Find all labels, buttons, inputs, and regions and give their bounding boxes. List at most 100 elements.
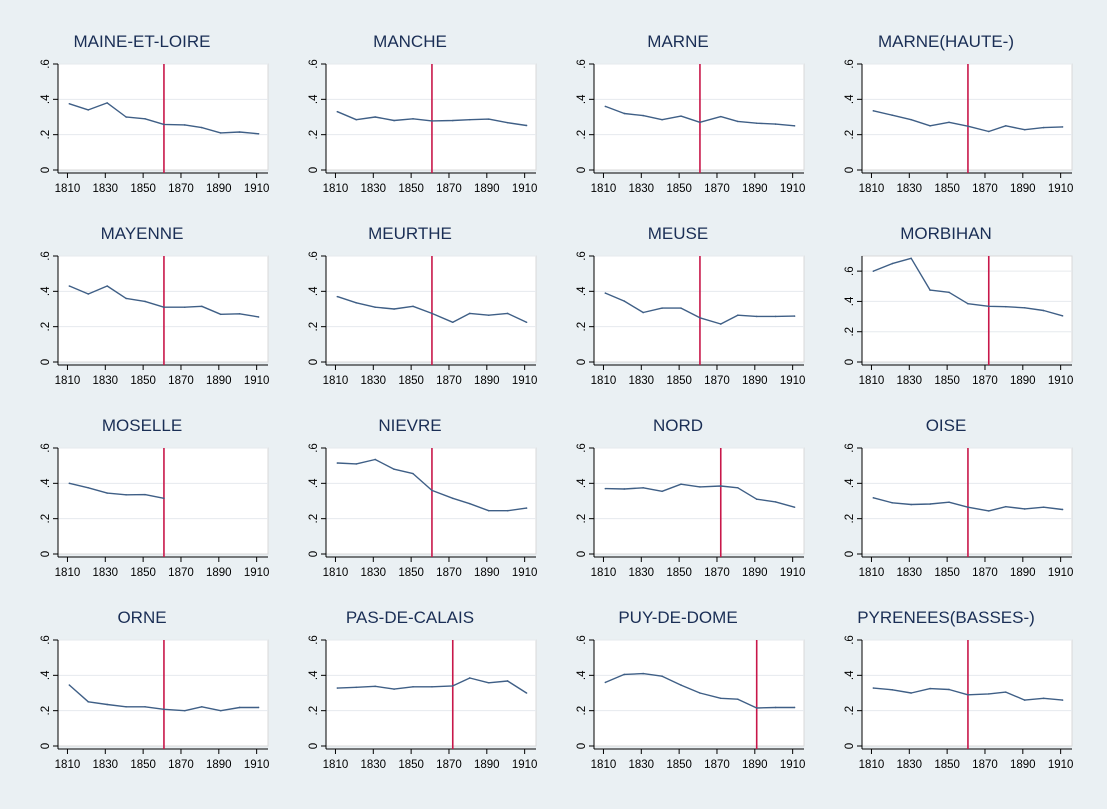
- data-point: [719, 697, 722, 700]
- x-tick-label: 1870: [704, 567, 730, 579]
- chart-svg: 0 .2 .4 .6 1810 1830 1850 1870 1890 1910: [576, 443, 805, 579]
- data-point: [412, 686, 414, 688]
- data-point: [374, 306, 376, 309]
- y-tick-label: 0: [844, 167, 856, 173]
- data-point: [774, 123, 777, 125]
- data-point: [1004, 505, 1007, 508]
- data-point: [125, 494, 127, 496]
- data-point: [699, 692, 701, 694]
- data-point: [948, 688, 950, 691]
- plot-area: [57, 639, 269, 747]
- data-point: [163, 708, 165, 711]
- data-point: [680, 115, 682, 117]
- data-point: [948, 501, 950, 504]
- x-tick-label: 1810: [591, 567, 617, 579]
- chart-title: MEURTHE: [368, 224, 452, 243]
- data-point: [200, 126, 203, 129]
- chart-svg: 0 .2 .4 .6 1810 1830 1850 1870 1890 1910: [576, 635, 805, 771]
- chart-panel: ORNE 0 .2 .4 .6 1810 1830 1850 1870 1890 1910: [8, 606, 276, 798]
- x-tick-label: 1810: [323, 375, 349, 387]
- data-point: [872, 270, 875, 272]
- y-tick-label: .4: [40, 286, 52, 296]
- x-tick-label: 1810: [55, 759, 81, 771]
- data-point: [125, 297, 127, 300]
- x-tick-label: 1830: [361, 375, 387, 387]
- plot-area: [57, 447, 269, 555]
- data-point: [431, 120, 433, 122]
- chart-svg: 0 .2 .4 .6 1810 1830 1850 1870 1890 1910: [40, 59, 269, 195]
- x-tick-label: 1890: [1010, 375, 1036, 387]
- data-point: [468, 118, 471, 121]
- data-point: [183, 306, 186, 309]
- data-point: [451, 497, 454, 500]
- y-tick-label: 0: [844, 743, 856, 749]
- data-point: [967, 693, 969, 696]
- data-point: [1042, 309, 1045, 312]
- x-tick-label: 1890: [474, 759, 500, 771]
- x-tick-label: 1830: [361, 759, 387, 771]
- x-tick-label: 1810: [859, 375, 885, 387]
- data-point: [1004, 305, 1007, 308]
- y-tick-label: .4: [844, 670, 856, 680]
- x-tick-label: 1870: [168, 183, 194, 195]
- data-point: [451, 685, 454, 687]
- data-point: [468, 312, 471, 315]
- series-line: [69, 482, 165, 499]
- data-point: [642, 311, 644, 314]
- y-tick-label: .6: [844, 635, 856, 645]
- data-point: [144, 493, 146, 496]
- data-point: [774, 315, 777, 318]
- data-point: [87, 701, 90, 703]
- x-tick-label: 1870: [972, 375, 998, 387]
- data-point: [183, 124, 186, 126]
- x-tick-label: 1830: [629, 759, 655, 771]
- x-tick-label: 1810: [859, 567, 885, 579]
- y-tick-label: .4: [576, 286, 588, 296]
- data-point: [336, 462, 339, 464]
- data-point: [355, 302, 358, 304]
- y-tick-label: 0: [576, 167, 588, 173]
- x-tick-label: 1830: [93, 375, 119, 387]
- chart-svg: 0 .2 .4 .6 1810 1830 1850 1870 1890 1910: [844, 255, 1073, 387]
- data-point: [87, 109, 90, 111]
- data-point: [468, 502, 471, 505]
- y-tick-label: .2: [844, 327, 856, 337]
- x-tick-label: 1870: [704, 183, 730, 195]
- data-point: [661, 675, 663, 678]
- data-point: [755, 707, 758, 709]
- data-point: [1061, 126, 1064, 128]
- plot-area: [593, 63, 805, 171]
- data-point: [106, 285, 108, 287]
- y-tick-label: .6: [576, 59, 588, 69]
- data-point: [661, 490, 663, 493]
- chart-panel: OISE 0 .2 .4 .6 1810 1830 1850 1870 1890 1910: [812, 414, 1080, 606]
- data-point: [487, 118, 490, 120]
- data-point: [487, 681, 490, 684]
- x-tick-label: 1890: [474, 375, 500, 387]
- data-point: [623, 488, 626, 490]
- x-tick-label: 1870: [972, 183, 998, 195]
- chart-svg: 0 .2 .4 .6 1810 1830 1850 1870 1890 1910: [844, 635, 1073, 771]
- chart-panel: MORBIHAN 0 .2 .4 .6 1810 1830 1850 1870 1890 1910: [812, 222, 1080, 414]
- data-point: [506, 312, 509, 315]
- y-tick-label: .2: [844, 706, 856, 716]
- y-tick-label: .6: [844, 59, 856, 69]
- y-tick-label: .4: [576, 94, 588, 104]
- chart-title: MAYENNE: [100, 224, 184, 243]
- x-tick-label: 1910: [512, 759, 538, 771]
- chart-title: MORBIHAN: [900, 224, 992, 243]
- y-tick-label: .6: [844, 266, 856, 276]
- x-tick-label: 1910: [512, 375, 538, 387]
- x-tick-label: 1890: [474, 567, 500, 579]
- data-point: [604, 105, 607, 108]
- x-tick-label: 1830: [93, 759, 119, 771]
- data-point: [68, 102, 71, 105]
- data-point: [719, 115, 722, 118]
- data-point: [910, 118, 912, 121]
- data-point: [1023, 508, 1026, 510]
- x-tick-label: 1890: [206, 759, 232, 771]
- data-point: [525, 692, 528, 694]
- data-point: [642, 114, 644, 117]
- data-point: [642, 486, 644, 489]
- data-point: [891, 501, 894, 504]
